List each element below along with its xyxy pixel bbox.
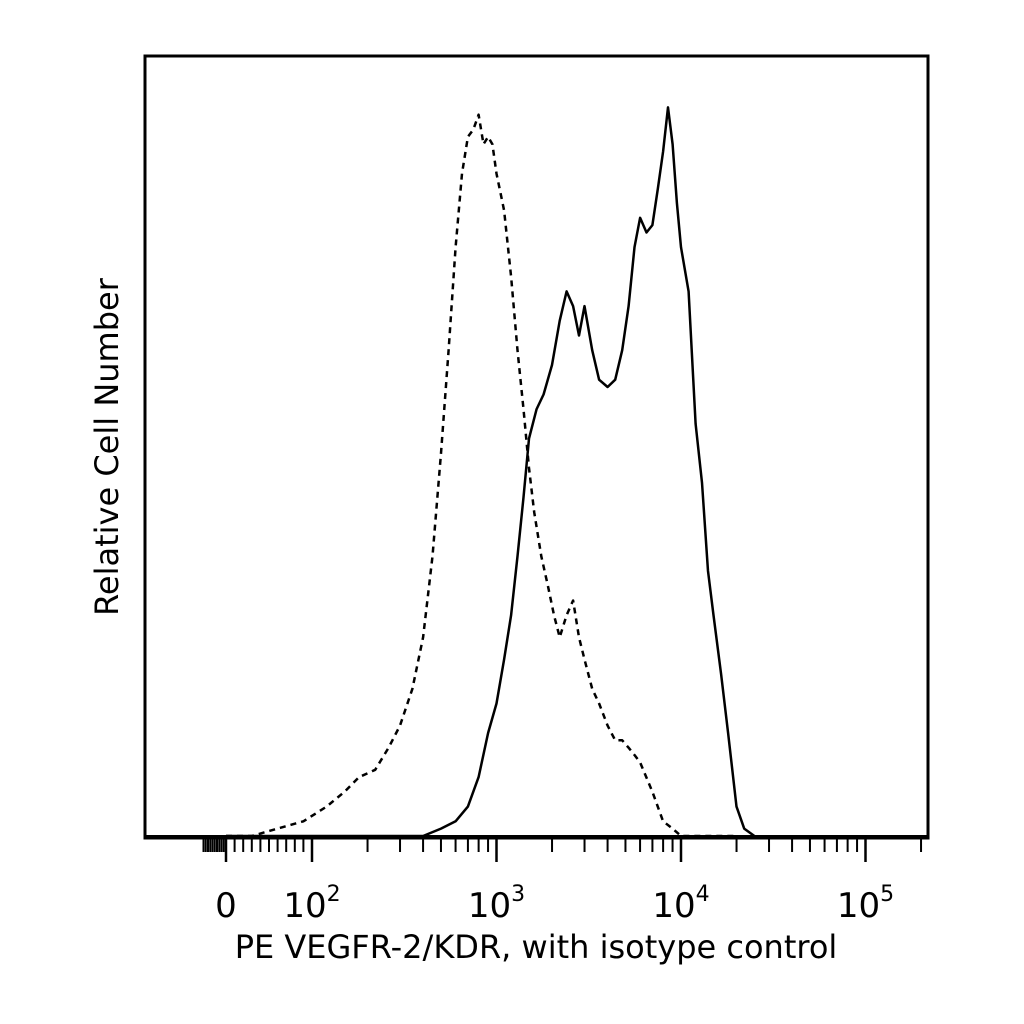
x-axis-tick-labels: 0 102 103 104 105 bbox=[215, 882, 894, 926]
y-axis-label: Relative Cell Number bbox=[88, 277, 126, 616]
x-tick-label: 103 bbox=[468, 882, 525, 926]
plot-frame bbox=[143, 54, 930, 840]
x-axis-minor-ticks bbox=[202, 838, 923, 852]
x-tick-label: 105 bbox=[837, 882, 894, 926]
x-tick-label: 0 bbox=[215, 886, 237, 926]
x-axis-major-ticks bbox=[224, 838, 867, 862]
isotype-control-line bbox=[226, 113, 737, 838]
x-tick-label: 104 bbox=[652, 882, 709, 926]
x-axis-label: PE VEGFR-2/KDR, with isotype control bbox=[235, 928, 838, 966]
x-tick-label: 102 bbox=[283, 882, 340, 926]
vegfr2-kdr-line bbox=[226, 106, 756, 838]
series-layer bbox=[145, 106, 928, 838]
